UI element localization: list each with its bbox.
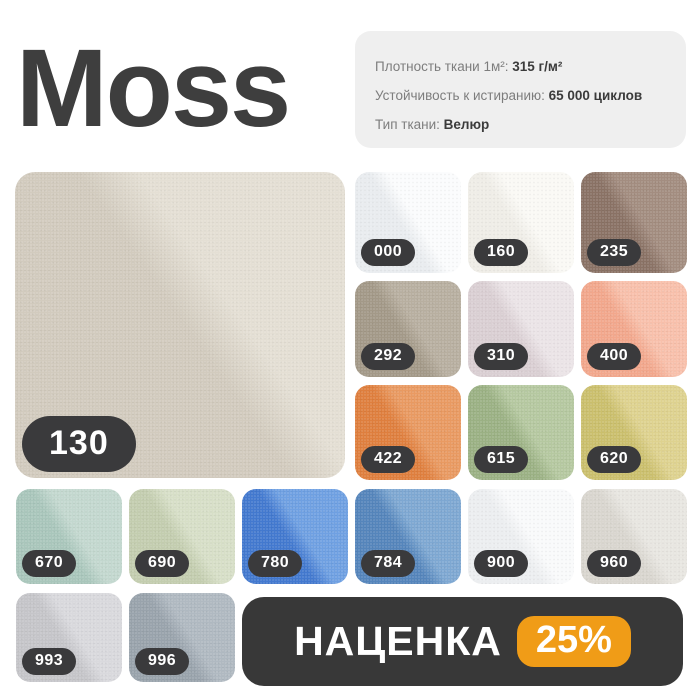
swatch-code-pill: 310 — [474, 343, 529, 370]
spec-type-value: Велюр — [443, 117, 490, 132]
markup-percent-badge: 25% — [516, 616, 631, 667]
spec-type-label: Тип ткани: — [375, 117, 444, 132]
swatch-code-pill: 400 — [587, 343, 642, 370]
swatch-235[interactable]: 235 — [581, 172, 687, 273]
swatch-690[interactable]: 690 — [129, 489, 235, 584]
swatch-160[interactable]: 160 — [468, 172, 574, 273]
swatch-code-pill: 780 — [248, 550, 303, 577]
swatch-000[interactable]: 000 — [355, 172, 461, 273]
fabric-name-title: Moss — [16, 27, 291, 150]
swatch-code-pill: 292 — [361, 343, 416, 370]
spec-type-row: Тип ткани: Велюр — [375, 110, 676, 139]
swatch-996[interactable]: 996 — [129, 593, 235, 682]
swatch-code-pill: 235 — [587, 239, 642, 266]
spec-density-label: Плотность ткани 1м²: — [375, 59, 513, 74]
swatch-670[interactable]: 670 — [16, 489, 122, 584]
swatch-code-pill: 160 — [474, 239, 529, 266]
swatch-310[interactable]: 310 — [468, 281, 574, 377]
markup-label: НАЦЕНКА — [294, 618, 502, 664]
swatch-292[interactable]: 292 — [355, 281, 461, 377]
swatch-code-pill: 130 — [22, 416, 136, 472]
spec-abrasion-label: Устойчивость к истиранию: — [375, 88, 549, 103]
swatch-code-pill: 900 — [474, 550, 529, 577]
spec-abrasion-value: 65 000 циклов — [548, 88, 643, 103]
swatch-code-pill: 422 — [361, 446, 416, 473]
swatch-code-pill: 996 — [135, 648, 190, 675]
swatch-code-pill: 690 — [135, 550, 190, 577]
swatch-code-pill: 784 — [361, 550, 416, 577]
swatch-780[interactable]: 780 — [242, 489, 348, 584]
swatch-993[interactable]: 993 — [16, 593, 122, 682]
swatch-900[interactable]: 900 — [468, 489, 574, 584]
swatch-422[interactable]: 422 — [355, 385, 461, 480]
swatch-code-pill: 960 — [587, 550, 642, 577]
swatch-784[interactable]: 784 — [355, 489, 461, 584]
swatch-code-pill: 993 — [22, 648, 77, 675]
swatch-620[interactable]: 620 — [581, 385, 687, 480]
swatch-615[interactable]: 615 — [468, 385, 574, 480]
swatch-code-pill: 615 — [474, 446, 529, 473]
swatch-code-pill: 620 — [587, 446, 642, 473]
swatch-code-pill: 000 — [361, 239, 416, 266]
spec-density-value: 315 г/м² — [512, 59, 563, 74]
spec-abrasion-row: Устойчивость к истиранию: 65 000 циклов — [375, 81, 676, 110]
spec-density-row: Плотность ткани 1м²: 315 г/м² — [375, 52, 676, 81]
swatch-960[interactable]: 960 — [581, 489, 687, 584]
swatch-400[interactable]: 400 — [581, 281, 687, 377]
swatch-code-pill: 670 — [22, 550, 77, 577]
specs-panel: Плотность ткани 1м²: 315 г/м² Устойчивос… — [355, 31, 686, 148]
swatch-130-main[interactable]: 130 — [15, 172, 345, 478]
markup-banner: НАЦЕНКА 25% — [242, 597, 683, 686]
